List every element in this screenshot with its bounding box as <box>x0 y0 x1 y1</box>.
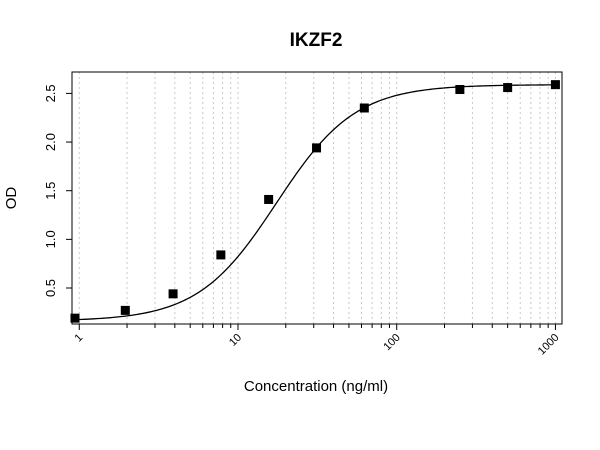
points-layer <box>70 80 560 323</box>
x-tick-label: 1 <box>73 332 86 345</box>
x-tick-label: 1000 <box>536 332 562 358</box>
data-point <box>70 313 80 323</box>
chart-title: IKZF2 <box>290 30 343 51</box>
data-point <box>455 85 465 95</box>
data-point <box>312 143 322 153</box>
grid-layer <box>78 72 556 324</box>
data-point <box>216 250 226 260</box>
data-point <box>120 305 130 315</box>
y-tick-label: 2.0 <box>43 133 58 151</box>
data-point <box>168 289 178 299</box>
y-tick-label: 1.5 <box>43 182 58 200</box>
plot-frame <box>71 71 563 325</box>
x-tick-label: 100 <box>381 332 402 353</box>
x-tick-label: 10 <box>227 332 244 349</box>
y-tick-label: 0.5 <box>43 279 58 297</box>
y-axis-label: OD <box>3 187 20 210</box>
fit-curve <box>74 84 556 321</box>
data-point <box>359 103 369 113</box>
data-point <box>503 83 513 93</box>
y-tick-label: 1.0 <box>43 230 58 248</box>
x-axis-label: Concentration (ng/ml) <box>244 378 388 395</box>
data-point <box>550 80 560 90</box>
y-tick-label: 2.5 <box>43 84 58 102</box>
data-point <box>264 194 274 204</box>
